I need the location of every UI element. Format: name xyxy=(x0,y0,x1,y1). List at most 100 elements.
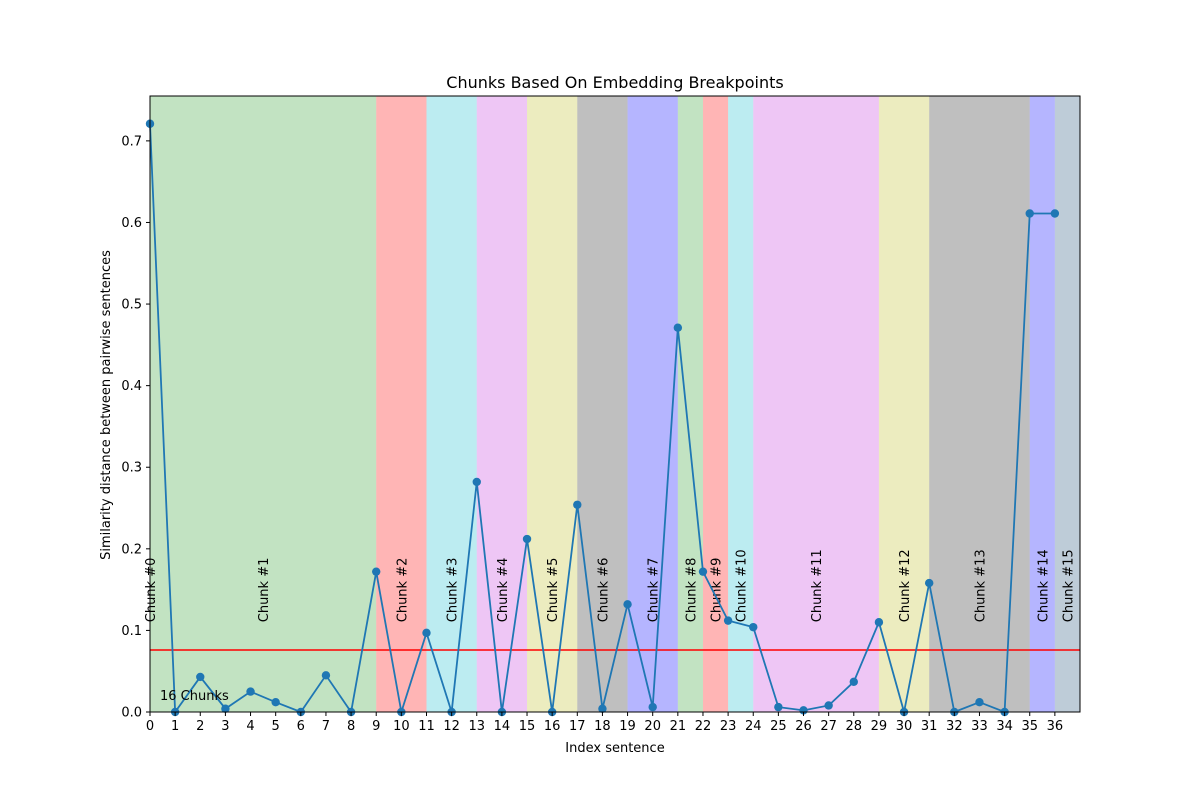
y-tick-label-0.7: 0.7 xyxy=(121,134,142,149)
data-point-5 xyxy=(271,698,280,707)
data-point-31 xyxy=(924,578,934,588)
chunk-band-15 xyxy=(1054,96,1080,712)
chunk-band-2 xyxy=(376,96,427,712)
data-point-18 xyxy=(598,704,607,713)
chunk-band-4 xyxy=(476,96,528,712)
x-tick-label-12: 12 xyxy=(443,719,460,734)
chunk-label-12: Chunk #12 xyxy=(898,549,913,622)
data-point-28 xyxy=(849,677,858,687)
chunk-band-9 xyxy=(702,96,729,712)
x-tick-label-21: 21 xyxy=(670,719,687,734)
chart-title: Chunks Based On Embedding Breakpoints xyxy=(446,73,783,92)
x-tick-label-2: 2 xyxy=(196,719,204,734)
y-tick-label-0.2: 0.2 xyxy=(121,542,142,557)
x-tick-label-34: 34 xyxy=(996,719,1013,734)
x-tick-label-27: 27 xyxy=(820,719,837,734)
data-point-24 xyxy=(749,622,758,632)
chunk-band-14 xyxy=(1029,96,1055,712)
y-tick-label-0.3: 0.3 xyxy=(121,461,142,476)
x-tick-label-33: 33 xyxy=(971,719,988,734)
chunk-label-5: Chunk #5 xyxy=(546,558,561,623)
x-tick-label-32: 32 xyxy=(946,719,963,734)
x-tick-label-22: 22 xyxy=(695,719,712,734)
y-axis-label: Similarity distance between pairwise sen… xyxy=(99,250,114,560)
data-point-4 xyxy=(246,687,255,696)
data-point-27 xyxy=(824,701,833,710)
x-tick-label-3: 3 xyxy=(221,719,229,734)
x-tick-label-28: 28 xyxy=(846,719,863,734)
data-point-36 xyxy=(1050,209,1060,218)
x-tick-label-35: 35 xyxy=(1021,719,1038,734)
chunk-band-12 xyxy=(878,96,930,712)
chunk-label-3: Chunk #3 xyxy=(446,558,461,623)
y-tick-label-0.5: 0.5 xyxy=(121,298,142,313)
chunk-label-6: Chunk #6 xyxy=(596,558,611,623)
x-tick-label-14: 14 xyxy=(494,719,511,734)
chunk-band-1 xyxy=(150,96,377,712)
x-tick-label-24: 24 xyxy=(745,719,762,734)
data-point-22 xyxy=(698,567,708,576)
data-point-29 xyxy=(874,618,884,627)
data-point-3 xyxy=(221,704,230,713)
data-point-2 xyxy=(196,672,205,682)
x-tick-label-20: 20 xyxy=(644,719,661,734)
chunk-band-11 xyxy=(753,96,879,712)
x-tick-label-16: 16 xyxy=(544,719,561,734)
chunk-label-4: Chunk #4 xyxy=(496,558,511,623)
chunk-label-13: Chunk #13 xyxy=(973,549,988,622)
data-point-25 xyxy=(774,702,783,712)
chunk-band-13 xyxy=(929,96,1030,712)
data-point-21 xyxy=(673,323,683,332)
x-tick-label-6: 6 xyxy=(297,719,305,734)
data-point-17 xyxy=(573,500,582,509)
y-tick-label-0.4: 0.4 xyxy=(121,379,142,394)
x-tick-label-18: 18 xyxy=(594,719,611,734)
x-tick-label-0: 0 xyxy=(146,719,154,734)
x-tick-label-30: 30 xyxy=(896,719,913,734)
data-point-35 xyxy=(1025,209,1034,218)
data-point-33 xyxy=(975,698,984,707)
x-tick-label-9: 9 xyxy=(372,719,380,734)
chunk-band-3 xyxy=(426,96,477,712)
chunk-band-5 xyxy=(527,96,578,712)
x-tick-label-36: 36 xyxy=(1047,719,1064,734)
x-tick-label-1: 1 xyxy=(171,719,179,734)
x-tick-label-7: 7 xyxy=(322,719,330,734)
chunk-bands xyxy=(150,96,1080,712)
chunk-label-2: Chunk #2 xyxy=(395,558,410,623)
x-tick-label-25: 25 xyxy=(770,719,787,734)
x-tick-label-8: 8 xyxy=(347,719,355,734)
x-tick-label-13: 13 xyxy=(468,719,485,734)
data-point-13 xyxy=(472,477,481,487)
x-tick-label-31: 31 xyxy=(921,719,938,734)
data-point-7 xyxy=(321,671,331,680)
chunk-label-14: Chunk #14 xyxy=(1036,549,1051,622)
chunk-band-6 xyxy=(577,96,628,712)
chunk-band-8 xyxy=(677,96,703,712)
chunk-label-10: Chunk #10 xyxy=(735,549,750,622)
x-tick-label-5: 5 xyxy=(272,719,280,734)
data-point-23 xyxy=(723,616,733,625)
x-tick-label-17: 17 xyxy=(569,719,586,734)
x-tick-label-10: 10 xyxy=(393,719,410,734)
chunk-label-7: Chunk #7 xyxy=(647,558,662,623)
y-tick-label-0.6: 0.6 xyxy=(121,216,142,231)
plot-frame xyxy=(149,95,1081,713)
chunk-band-10 xyxy=(728,96,754,712)
data-point-19 xyxy=(623,600,632,609)
chunk-label-11: Chunk #11 xyxy=(810,549,825,622)
y-tick-label-0: 0.0 xyxy=(121,706,142,721)
chunk-label-0: Chunk #0 xyxy=(144,558,159,623)
x-tick-label-19: 19 xyxy=(619,719,636,734)
x-tick-label-4: 4 xyxy=(246,719,254,734)
chunk-band-7 xyxy=(627,96,678,712)
x-tick-label-23: 23 xyxy=(720,719,737,734)
data-point-20 xyxy=(648,702,657,712)
x-tick-label-26: 26 xyxy=(795,719,812,734)
x-tick-label-11: 11 xyxy=(418,719,435,734)
axes-layer: 0 1 2 3 4 5 6 7 8 9 10 11 12 13 14 15 16 17 18 19 20 21 22 23 24… xyxy=(121,95,1081,734)
chunk-count-annotation: 16 Chunks xyxy=(160,689,229,704)
x-tick-label-29: 29 xyxy=(871,719,888,734)
